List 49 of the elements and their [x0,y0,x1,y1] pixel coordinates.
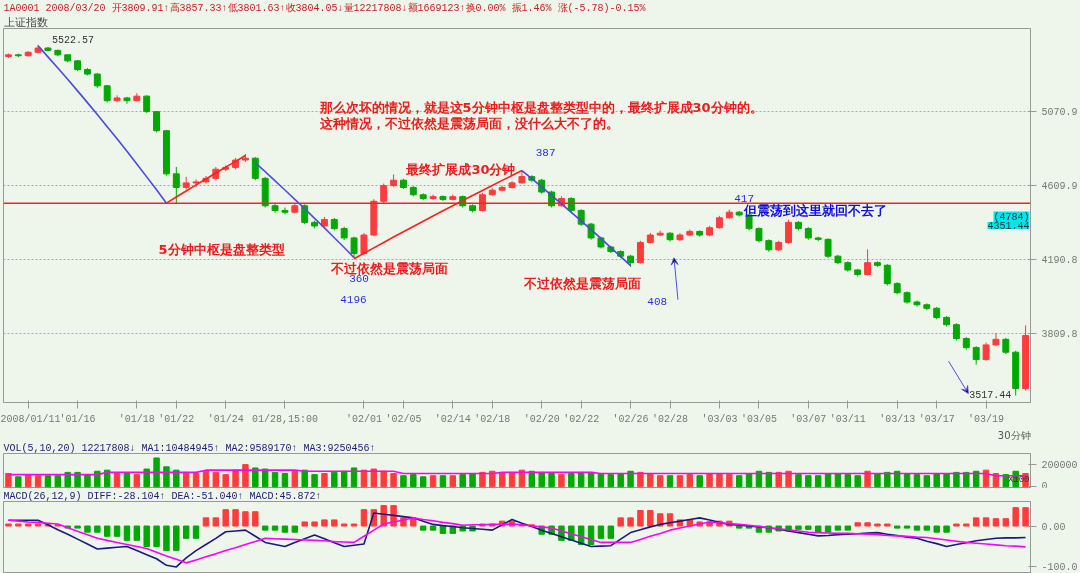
annotation: X100 [1007,475,1030,485]
y-tick-label: 5070.9 [1041,106,1078,118]
x-tick-label: '03/07 [790,413,827,425]
annotation: 387 [535,146,556,159]
chart-title: VOL(5,10,20) 12217808↓ MA1:10484945↑ MA2:9589170↑ MA3:9250456↑ [3,442,376,454]
chart-title: MACD(26,12,9) DIFF:-28.104↑ DEA:-51.040↑ MACD:45.872↑ [3,490,322,502]
y-tick-label: 3809.8 [1041,328,1078,340]
x-tick-label: '02/18 [474,413,511,425]
y-tick-label: 4190.8 [1041,254,1078,266]
x-tick-label: 2008/01/11 [0,413,61,425]
annotation: 5522.57 [51,35,94,47]
x-tick-label: '03/19 [968,413,1005,425]
annotation: 4196 [340,293,367,306]
annotation: 但震荡到这里就回不去了 [743,203,888,219]
x-tick-label: '03/11 [829,413,866,425]
x-tick-label: '02/20 [523,413,560,425]
x-tick-label: '02/14 [434,413,471,425]
x-tick-label: '02/26 [612,413,649,425]
x-tick-label: '01/22 [158,413,195,425]
y-tick-label: -100.0 [1041,562,1078,573]
annotation: 3517.44 [969,390,1012,402]
x-tick-label: '02/05 [385,413,422,425]
x-tick-label: '02/28 [652,413,689,425]
x-tick-label: '01/16 [59,413,96,425]
annotation: 5分钟中枢是盘整类型 [158,241,285,257]
annotation: 这种情况，不过依然是震荡局面，没什么大不了的。 [318,116,619,132]
x-tick-label: '03/17 [918,413,955,425]
annotation: 4351.44 [987,220,1030,232]
y-tick-label: 0 [1041,480,1048,492]
chart-title: 上证指数 [3,15,48,29]
x-tick-label: 01/28,15:00 [251,413,318,425]
annotation: 那么次坏的情况，就是这5分钟中枢是盘整类型中的，最终扩展成30分钟的。 [318,100,763,115]
text: 30分钟 [997,429,1031,441]
annotation: 不过依然是震荡局面 [522,275,641,291]
x-tick-label: '01/18 [118,413,155,425]
x-tick-label: '03/05 [740,413,777,425]
x-tick-label: '02/22 [563,413,600,425]
annotation: 408 [647,295,668,308]
annotation: (4784) [993,211,1030,223]
x-tick-label: '01/24 [207,413,244,425]
y-tick-label: 200000 [1041,460,1078,472]
x-tick-label: '03/03 [701,413,738,425]
chart-subtitle: 1A0001 2008/03/20 开3809.91↑高3857.33↑低3801.63↑收3804.05↓量12217808↓额1669123↑换0.00% 振1.46% 涨(-5.78)-0.15% [3,1,646,14]
x-tick-label: '02/01 [345,413,382,425]
y-tick-label: 0.00 [1041,521,1066,533]
annotation: 最终扩展成30分钟 [405,161,516,177]
y-tick-label: 4609.9 [1041,180,1078,192]
annotation: 417 [734,192,755,205]
x-tick-label: '03/13 [879,413,916,425]
